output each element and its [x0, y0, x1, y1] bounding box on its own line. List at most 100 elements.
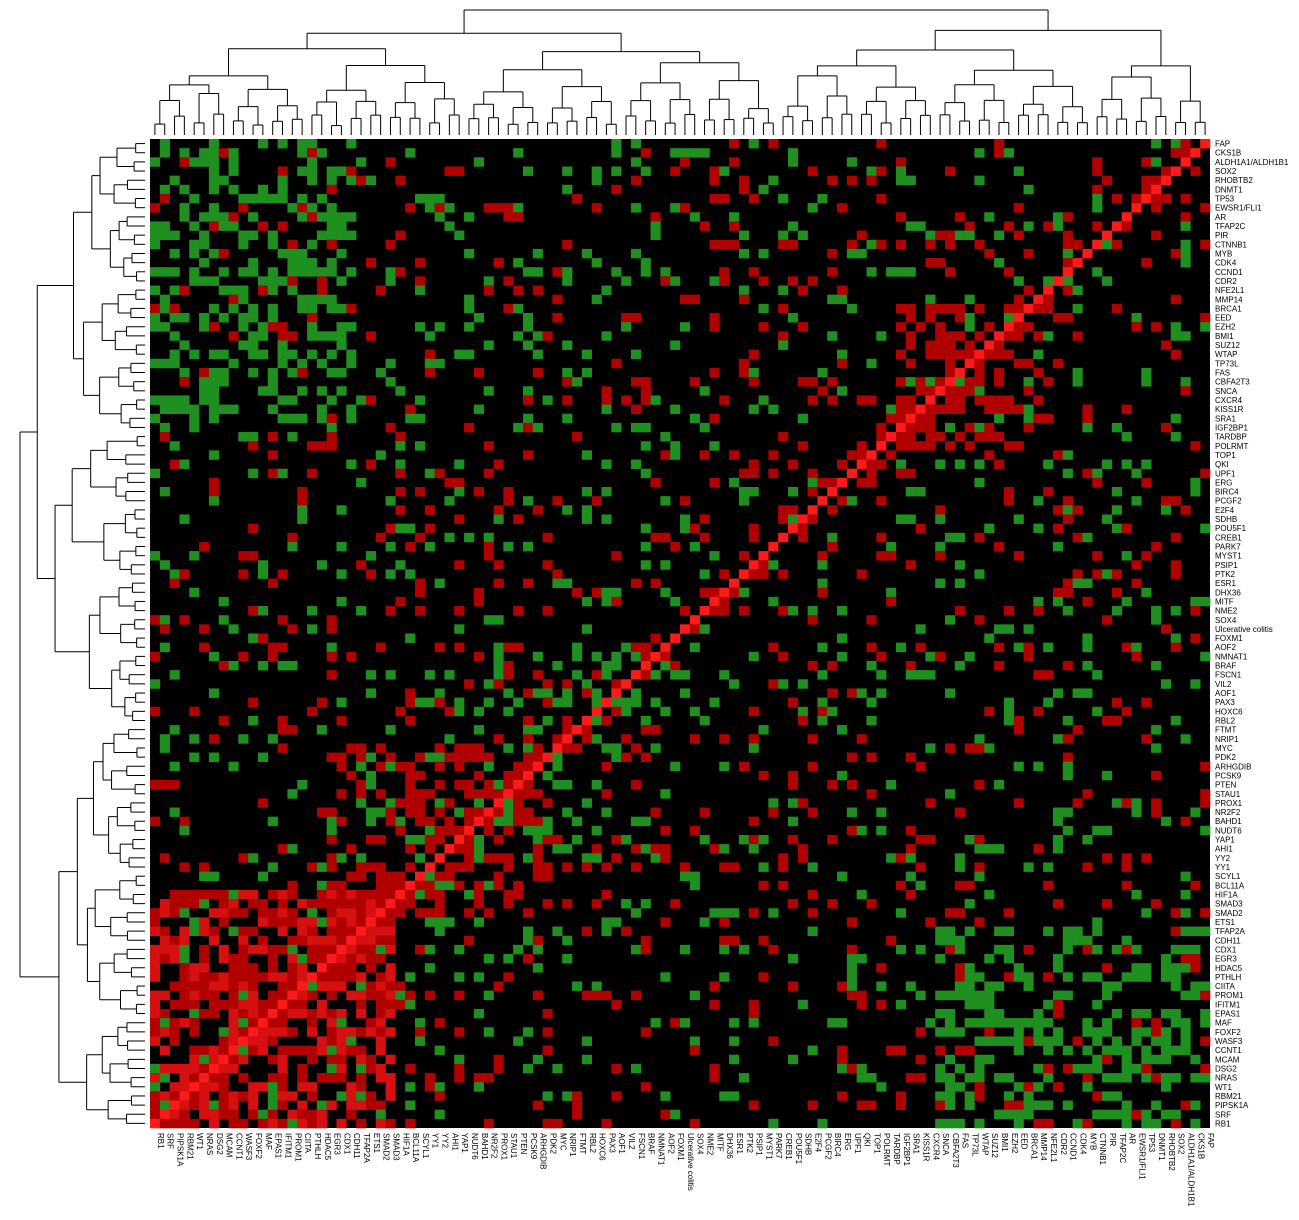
row-label: CTNNB1 [1215, 240, 1248, 249]
heatmap-cell [591, 990, 602, 1001]
heatmap-cell [434, 880, 445, 891]
heatmap-cell [650, 230, 661, 241]
heatmap-cell [1092, 166, 1103, 176]
heatmap-cell [1131, 468, 1142, 479]
heatmap-cell [621, 734, 632, 744]
heatmap-cell [297, 166, 308, 176]
row-label: TFAP2A [1215, 927, 1245, 936]
heatmap-cell [611, 999, 622, 1010]
heatmap-cell [159, 743, 170, 753]
heatmap-cell [984, 395, 995, 405]
heatmap-cell [199, 862, 210, 872]
heatmap-cell [1141, 1008, 1152, 1019]
heatmap-cell [1190, 679, 1201, 689]
heatmap-cell [248, 551, 259, 561]
heatmap-cell [179, 285, 190, 295]
heatmap-cell [228, 1018, 239, 1028]
heatmap-cell [572, 816, 583, 827]
heatmap-cell [522, 725, 534, 735]
row-label: HDAC5 [1215, 964, 1243, 973]
heatmap-cell [522, 578, 534, 589]
heatmap-cell [895, 944, 907, 955]
heatmap-cell [837, 496, 848, 506]
heatmap-cell [1033, 1100, 1044, 1110]
heatmap-cell [748, 834, 759, 845]
heatmap-cell [287, 954, 298, 964]
heatmap-cell [248, 1036, 259, 1046]
heatmap-cell [228, 1118, 239, 1129]
column-label: TARDBP [892, 1133, 901, 1165]
heatmap-cell [611, 706, 622, 717]
heatmap-cell [994, 1073, 1005, 1083]
heatmap-cell [415, 944, 426, 955]
heatmap-cell [650, 212, 661, 222]
heatmap-cell [680, 871, 691, 882]
heatmap-cell [699, 148, 710, 158]
heatmap-cell [267, 450, 278, 460]
column-label: BMI1 [1000, 1133, 1009, 1152]
heatmap-cell [522, 743, 534, 753]
heatmap-cell [954, 862, 965, 872]
heatmap-cell [513, 944, 524, 955]
heatmap-cell [297, 1109, 308, 1120]
heatmap-cell [876, 432, 887, 442]
heatmap-cell [464, 422, 475, 433]
heatmap-cell [297, 1045, 308, 1056]
heatmap-cell [1170, 294, 1181, 305]
heatmap-cell [326, 670, 337, 680]
heatmap-cell [248, 230, 259, 241]
heatmap-cell [1102, 981, 1113, 991]
heatmap-cell [778, 331, 789, 341]
heatmap-cell [189, 1027, 200, 1037]
heatmap-cell [1003, 1091, 1014, 1101]
column-label: PDK2 [549, 1133, 558, 1154]
heatmap-cell [385, 899, 396, 909]
heatmap-cell [415, 587, 426, 598]
heatmap-cell [1170, 963, 1181, 973]
heatmap-cell [179, 999, 190, 1010]
heatmap-cell [562, 184, 573, 195]
heatmap-cell [169, 303, 180, 314]
heatmap-cell [1131, 1008, 1142, 1019]
heatmap-cell [365, 862, 377, 872]
heatmap-cell [189, 221, 200, 231]
heatmap-cell [493, 203, 504, 213]
heatmap-cell [169, 954, 180, 964]
heatmap-cell [493, 798, 504, 808]
heatmap-cell [856, 999, 867, 1010]
heatmap-cell [611, 651, 622, 662]
heatmap-cell [199, 148, 210, 158]
heatmap-cell [945, 1018, 956, 1028]
heatmap-cell [493, 734, 504, 744]
heatmap-cell [365, 1091, 377, 1101]
heatmap-cell [1033, 761, 1044, 772]
heatmap-cell [297, 954, 308, 964]
heatmap-cell [434, 468, 445, 479]
row-label: EED [1215, 314, 1232, 323]
heatmap-cell [630, 157, 642, 167]
heatmap-cell [915, 221, 926, 231]
heatmap-cell [1072, 258, 1083, 268]
heatmap-cell [424, 871, 435, 882]
heatmap-cell [601, 514, 612, 524]
heatmap-cell [218, 715, 229, 726]
heatmap-cell [689, 871, 700, 882]
heatmap-cell [385, 926, 396, 936]
heatmap-cell [326, 349, 337, 360]
column-label: SRA1 [912, 1133, 921, 1154]
heatmap-cell [660, 432, 671, 442]
heatmap-cell [179, 1073, 190, 1083]
row-label: PSIP1 [1215, 561, 1238, 570]
heatmap-cell [297, 972, 308, 982]
heatmap-cell [1151, 175, 1162, 186]
heatmap-cell [307, 606, 318, 616]
heatmap-cell [562, 780, 573, 790]
heatmap-cell [984, 1008, 995, 1019]
heatmap-cell [1111, 606, 1122, 616]
heatmap-cell [1003, 1073, 1014, 1083]
heatmap-cell [257, 349, 269, 360]
heatmap-cell [876, 459, 887, 469]
heatmap-cell [1170, 349, 1181, 360]
heatmap-cell [513, 697, 524, 708]
heatmap-cell [945, 395, 956, 405]
